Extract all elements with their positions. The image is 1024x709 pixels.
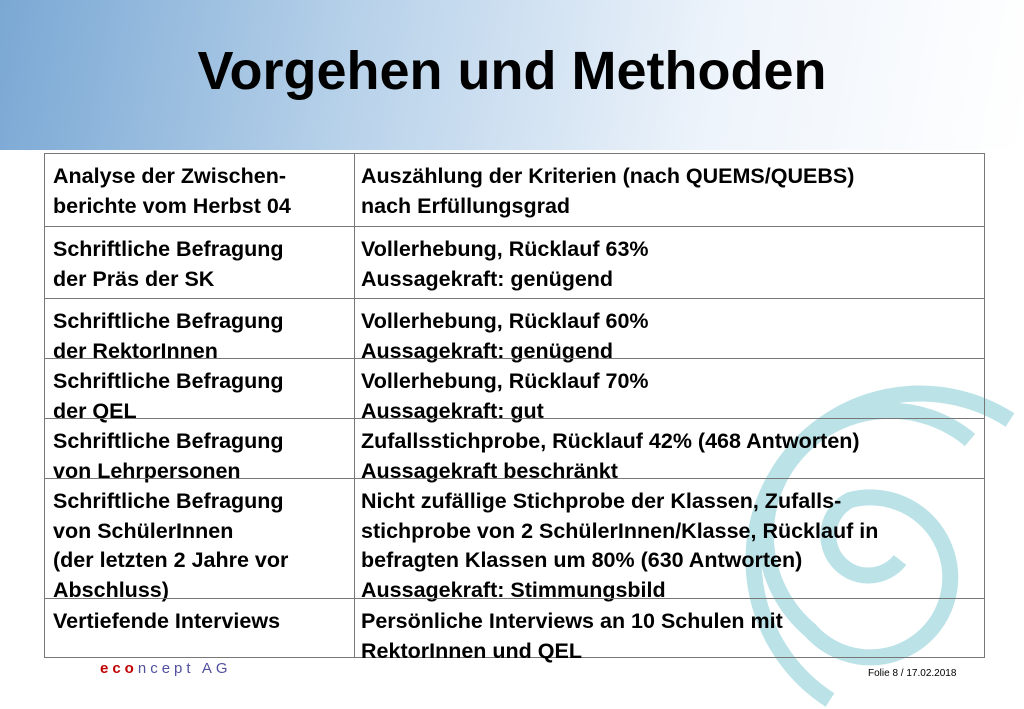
cell-text: Aussagekraft: genügend	[361, 266, 614, 291]
table-cell: Schriftliche Befragung von SchülerInnen (d…	[45, 479, 355, 602]
cell-text: berichte vom Herbst 04	[53, 193, 291, 218]
table-cell: Schriftliche Befragung der QEL	[45, 359, 355, 423]
cell-text: Aussagekraft: Stimmungsbild	[361, 577, 666, 602]
cell-text: RektorInnen und QEL	[361, 638, 582, 663]
table-cell: Vertiefende Interviews	[45, 599, 355, 657]
table-row: Vertiefende Interviews Persönliche Interv…	[44, 598, 985, 663]
cell-text: von SchülerInnen	[53, 518, 234, 543]
logo-part: eco	[100, 660, 138, 677]
table-cell: Schriftliche Befragung der Präs der SK	[45, 227, 355, 298]
table-cell: Vollerhebung, Rücklauf 70% Aussagekraft: …	[355, 359, 984, 423]
table-row: Schriftliche Befragung der QEL Vollerhebun…	[44, 358, 985, 423]
header-band	[0, 0, 1024, 150]
table-cell: Analyse der Zwischen-berichte vom Herbst…	[45, 154, 355, 226]
cell-text: Schriftliche Befragung	[53, 489, 284, 513]
cell-text: nach Erfüllungsgrad	[361, 193, 571, 218]
cell-text: Vollerhebung, Rücklauf 70%	[361, 369, 649, 393]
logo-part: ncept AG	[137, 660, 232, 677]
cell-text: Schriftliche Befragung	[53, 309, 284, 333]
table-cell: Zufallsstichprobe, Rücklauf 42% (468 Ant…	[355, 419, 984, 483]
cell-text: Nicht zufällige Stichprobe der Klassen, …	[361, 489, 842, 513]
table-cell: Nicht zufällige Stichprobe der Klassen, …	[355, 479, 984, 602]
cell-text: Analyse der Zwischen-	[53, 164, 286, 188]
cell-text: Schriftliche Befragung	[53, 429, 284, 453]
cell-text: Schriftliche Befragung	[53, 237, 284, 261]
cell-text: Vertiefende Interviews	[53, 609, 281, 633]
cell-text: Zufallsstichprobe, Rücklauf 42% (468 Ant…	[361, 429, 860, 453]
cell-text: Auszählung der Kriterien (nach QUEMS/QUE…	[361, 164, 855, 188]
table-cell: Schriftliche Befragung der RektorInnen	[45, 299, 355, 363]
table-row: Schriftliche Befragung der Präs der SK Vol…	[44, 226, 985, 299]
cell-text: Schriftliche Befragung	[53, 369, 284, 393]
table-cell: Vollerhebung, Rücklauf 60% Aussagekraft: …	[355, 299, 984, 363]
table-cell: Vollerhebung, Rücklauf 63% Aussagekraft: …	[355, 227, 984, 298]
cell-text: (der letzten 2 Jahre vor	[53, 548, 289, 572]
table-cell: Persönliche Interviews an 10 Schulen mit…	[355, 599, 984, 663]
table-row: Analyse der Zwischen-berichte vom Herbst…	[44, 153, 985, 227]
table-row: Schriftliche Befragung von SchülerInnen (d…	[44, 478, 985, 602]
table-cell: Schriftliche Befragung von Lehrpersonen	[45, 419, 355, 483]
cell-text: befragten Klassen um 80% (630 Antworten)	[361, 548, 803, 572]
logo: econcept AG	[100, 660, 232, 677]
cell-text: Abschluss)	[53, 577, 169, 602]
cell-text: der Präs der SK	[53, 266, 215, 291]
table-row: Schriftliche Befragung von Lehrpersonen Zu…	[44, 418, 985, 483]
table-cell: Auszählung der Kriterien (nach QUEMS/QUE…	[355, 154, 984, 226]
cell-text: Persönliche Interviews an 10 Schulen mit	[361, 609, 783, 633]
cell-text: Vollerhebung, Rücklauf 63%	[361, 237, 649, 261]
cell-text: Vollerhebung, Rücklauf 60%	[361, 309, 649, 333]
table-row: Schriftliche Befragung der RektorInnen Vol…	[44, 298, 985, 363]
slide-number: Folie 8 / 17.02.2018	[868, 668, 957, 679]
title: Vorgehen und Methoden	[197, 41, 827, 101]
cell-text: stichprobe von 2 SchülerInnen/Klasse, Rü…	[361, 518, 879, 543]
